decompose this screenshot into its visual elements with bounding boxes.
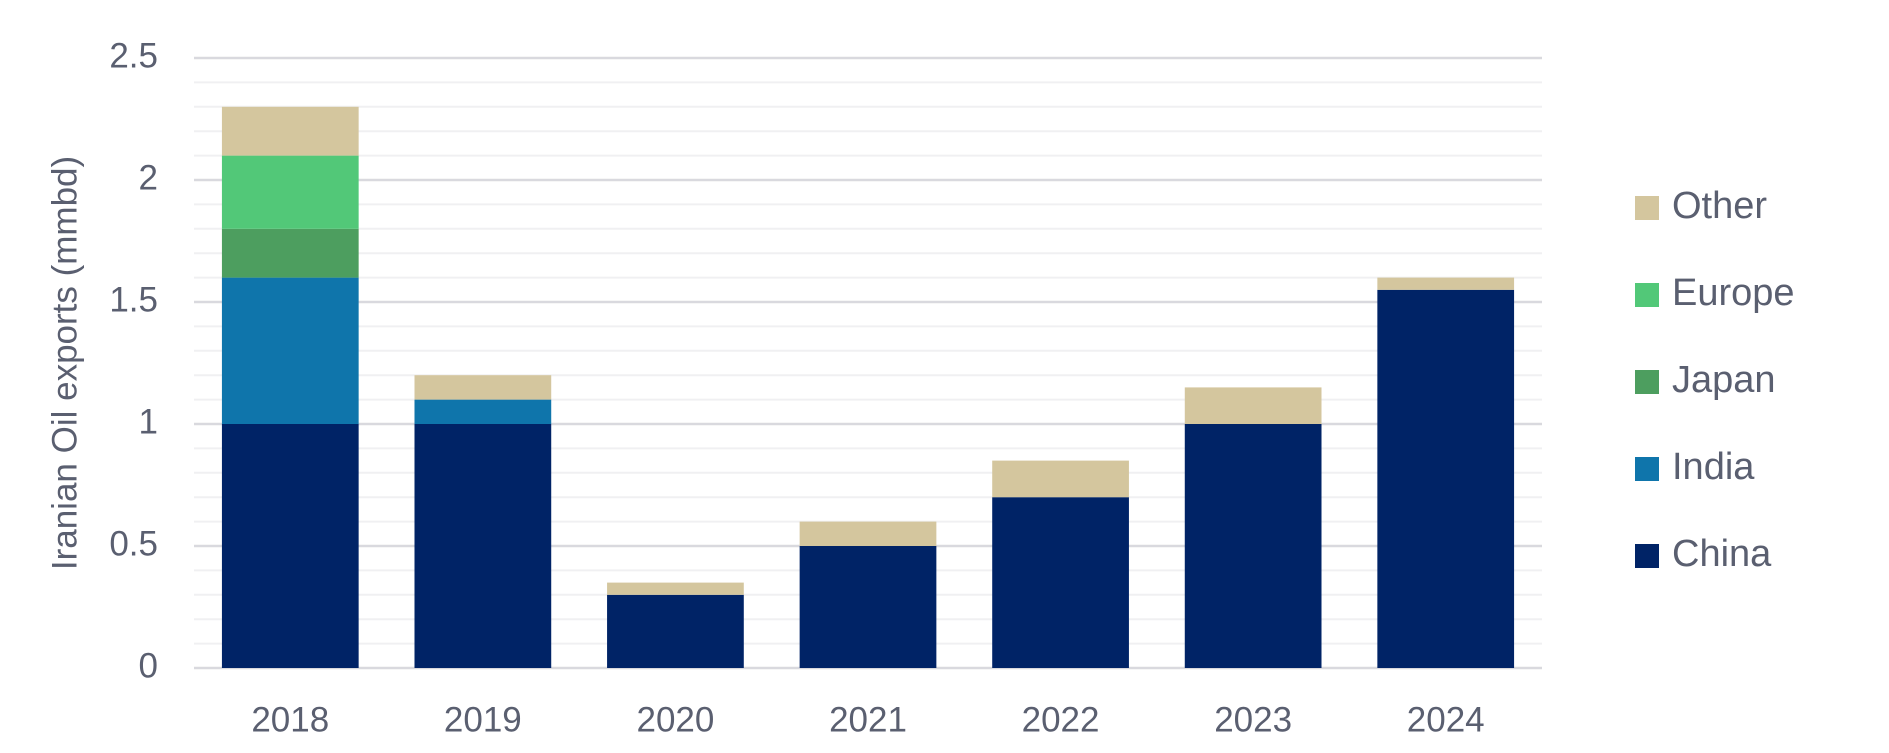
bar-segment [1377, 289, 1515, 668]
x-tick-label: 2023 [1214, 700, 1292, 739]
x-tick-label: 2018 [251, 700, 329, 739]
bar-segment [607, 594, 744, 668]
bar-segment [1377, 277, 1515, 290]
bar-segment [221, 228, 359, 278]
bar-segment [799, 521, 937, 546]
bar-segment [1184, 387, 1322, 424]
bar-segment [221, 277, 359, 424]
legend-label: Europe [1672, 272, 1795, 314]
legend-swatch [1635, 283, 1659, 307]
bar-segment [992, 460, 1129, 498]
y-tick-label: 1 [139, 402, 158, 441]
legend-swatch [1635, 196, 1659, 220]
y-tick-label: 2.5 [109, 36, 158, 75]
x-tick-label: 2021 [829, 700, 907, 739]
x-tick-label: 2024 [1407, 700, 1485, 739]
bar-segment [992, 497, 1129, 668]
y-tick-label: 0.5 [109, 524, 158, 563]
legend-swatch [1635, 370, 1659, 394]
bar-segment [221, 155, 359, 229]
bar-segment [414, 399, 552, 424]
legend-swatch [1635, 544, 1659, 568]
bar-segment [414, 424, 552, 668]
x-tick-label: 2022 [1022, 700, 1100, 739]
legend-label: India [1672, 446, 1755, 488]
y-tick-label: 2 [139, 158, 158, 197]
legend-swatch [1635, 457, 1659, 481]
legend-label: China [1672, 533, 1772, 575]
bar-segment [1184, 424, 1322, 668]
bar-segment [221, 424, 359, 668]
legend-label: Other [1672, 185, 1767, 227]
bar-segment [607, 582, 744, 595]
bar-segment [799, 546, 937, 668]
y-tick-label: 1.5 [109, 280, 158, 319]
x-tick-label: 2019 [444, 700, 522, 739]
bar-segment [414, 375, 552, 400]
bar-segment [221, 106, 359, 156]
legend-label: Japan [1672, 359, 1776, 401]
y-tick-label: 0 [139, 646, 158, 685]
x-tick-label: 2020 [636, 700, 714, 739]
y-axis-label: Iranian Oil exports (mmbd) [45, 156, 84, 570]
